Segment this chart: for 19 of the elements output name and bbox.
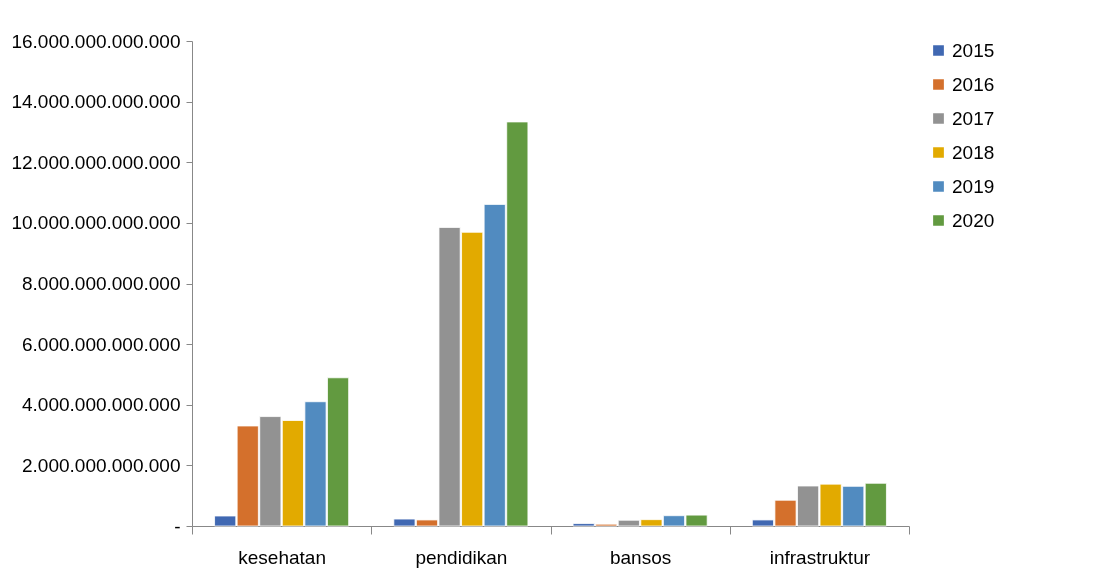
legend-label: 2019	[952, 175, 995, 197]
y-tick-label: 2.000.000.000.000	[22, 454, 181, 476]
x-tick-label: kesehatan	[238, 546, 326, 568]
y-tick-label: -	[174, 515, 181, 537]
y-tick-label: 16.000.000.000.000	[11, 30, 181, 52]
legend-label: 2016	[952, 73, 995, 95]
x-tick-label: bansos	[609, 546, 672, 568]
y-tick-label: 8.000.000.000.000	[22, 273, 181, 294]
legend-label: 2017	[952, 107, 995, 129]
legend-label: 2018	[952, 141, 995, 163]
legend-label: 2015	[952, 39, 995, 61]
legend-label: 2020	[952, 209, 995, 231]
x-tick-label: pendidikan	[415, 546, 508, 568]
x-tick-label: infrastruktur	[769, 546, 871, 568]
y-tick-label: 14.000.000.000.000	[11, 91, 181, 113]
y-tick-label: 10.000.000.000.000	[11, 212, 181, 234]
y-tick-label: 12.000.000.000.000	[11, 151, 181, 173]
y-tick-label: 4.000.000.000.000	[22, 394, 181, 416]
y-tick-label: 6.000.000.000.000	[22, 333, 181, 355]
